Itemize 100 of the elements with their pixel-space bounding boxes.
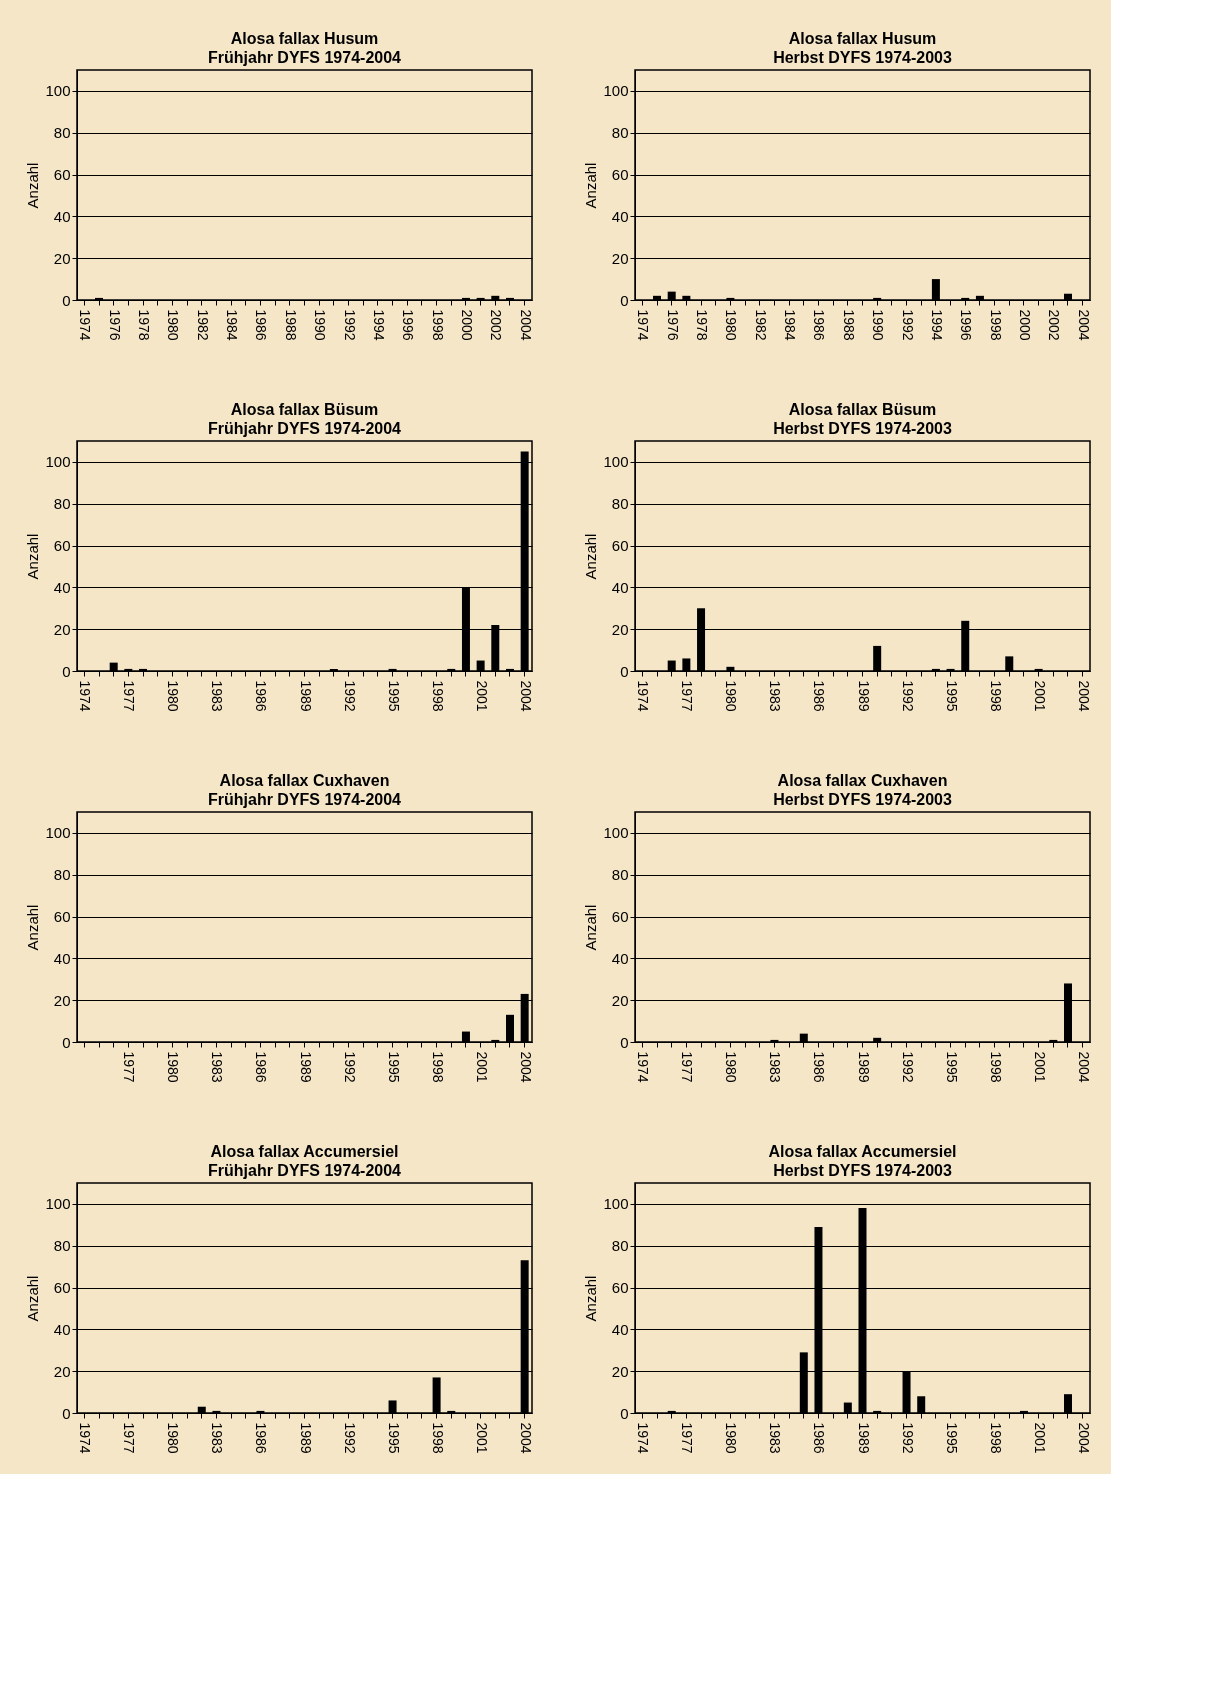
chart-title: Alosa fallax Büsum [230, 401, 379, 418]
x-tick-label: 1998 [429, 309, 446, 341]
x-tick-label: 1977 [121, 1422, 138, 1454]
x-tick-label: 1980 [723, 680, 740, 712]
y-axis-title: Anzahl [582, 162, 600, 209]
x-tick-label: 2004 [1075, 1051, 1092, 1083]
y-tick-label: 60 [53, 1279, 71, 1297]
x-tick-label: 1986 [253, 1051, 270, 1083]
y-tick-label: 40 [611, 207, 629, 225]
y-axis-title: Anzahl [582, 533, 600, 580]
x-tick-label: 2004 [1075, 309, 1092, 341]
y-tick-label: 40 [53, 949, 71, 967]
x-tick-label: 1974 [77, 1422, 94, 1454]
x-tick-label: 1998 [429, 1422, 446, 1454]
x-tick-label: 1996 [958, 309, 975, 341]
x-tick-label: 1976 [106, 309, 123, 341]
chart-title: Alosa fallax Husum [788, 30, 937, 47]
y-tick-label: 60 [611, 908, 629, 926]
chart-subtitle: Frühjahr DYFS 1974-2004 [208, 420, 402, 437]
x-tick-label: 1986 [811, 309, 828, 341]
x-tick-label: 1998 [987, 680, 1004, 712]
chart-subtitle: Herbst DYFS 1974-2003 [773, 791, 952, 808]
x-tick-label: 1978 [136, 309, 153, 341]
x-tick-label: 2000 [1016, 309, 1033, 341]
y-tick-label: 40 [53, 207, 71, 225]
x-tick-label: 1996 [400, 309, 417, 341]
x-tick-label: 1978 [694, 309, 711, 341]
chart-subtitle: Frühjahr DYFS 1974-2004 [208, 1162, 402, 1179]
x-tick-label: 2001 [473, 680, 490, 712]
y-axis-title: Anzahl [24, 162, 42, 209]
y-tick-label: 40 [611, 1320, 629, 1338]
y-tick-label: 80 [53, 1237, 71, 1255]
x-tick-label: 1989 [297, 1051, 314, 1083]
x-tick-label: 1992 [899, 309, 916, 341]
x-tick-label: 1995 [385, 1051, 402, 1083]
chart-title: Alosa fallax Cuxhaven [777, 772, 948, 789]
x-tick-label: 1988 [282, 309, 299, 341]
x-tick-label: 1998 [429, 680, 446, 712]
x-tick-label: 1989 [297, 680, 314, 712]
x-tick-label: 1992 [341, 680, 358, 712]
x-tick-label: 2004 [517, 680, 534, 712]
y-tick-label: 20 [53, 249, 71, 267]
y-tick-label: 100 [45, 82, 71, 100]
y-tick-label: 0 [620, 291, 629, 309]
x-tick-label: 1992 [899, 1422, 916, 1454]
x-tick-label: 1974 [635, 1422, 652, 1454]
x-tick-label: 1980 [165, 1051, 182, 1083]
x-tick-label: 1983 [767, 680, 784, 712]
x-tick-label: 1998 [987, 1051, 1004, 1083]
x-tick-label: 1990 [870, 309, 887, 341]
x-tick-label: 2001 [1031, 1051, 1048, 1083]
x-tick-label: 1983 [767, 1051, 784, 1083]
x-tick-label: 1994 [928, 309, 945, 341]
x-tick-label: 1995 [943, 1051, 960, 1083]
x-tick-label: 1980 [165, 309, 182, 341]
x-tick-label: 1983 [209, 1051, 226, 1083]
x-tick-label: 1989 [297, 1422, 314, 1454]
chart-title: Alosa fallax Cuxhaven [219, 772, 390, 789]
y-tick-label: 40 [611, 578, 629, 596]
x-tick-label: 1980 [723, 1422, 740, 1454]
y-tick-label: 80 [611, 866, 629, 884]
x-tick-label: 1994 [370, 309, 387, 341]
x-tick-label: 1980 [165, 1422, 182, 1454]
x-tick-label: 1980 [723, 309, 740, 341]
y-tick-label: 20 [53, 1362, 71, 1380]
chart-title: Alosa fallax Accumersiel [210, 1143, 399, 1160]
x-tick-label: 1989 [855, 680, 872, 712]
x-tick-label: 2001 [473, 1051, 490, 1083]
x-tick-label: 2004 [1075, 680, 1092, 712]
x-tick-label: 1982 [752, 309, 769, 341]
y-tick-label: 40 [53, 578, 71, 596]
x-tick-label: 1990 [312, 309, 329, 341]
x-tick-label: 1995 [385, 1422, 402, 1454]
y-axis-title: Anzahl [24, 533, 42, 580]
y-tick-label: 80 [611, 495, 629, 513]
y-tick-label: 20 [611, 249, 629, 267]
x-tick-label: 2001 [473, 1422, 490, 1454]
y-tick-label: 80 [53, 866, 71, 884]
x-tick-label: 1974 [635, 680, 652, 712]
x-tick-label: 1982 [194, 309, 211, 341]
y-tick-label: 100 [603, 453, 629, 471]
chart-title: Alosa fallax Büsum [788, 401, 937, 418]
y-tick-label: 100 [603, 1195, 629, 1213]
x-tick-label: 2002 [1046, 309, 1063, 341]
x-tick-label: 1980 [165, 680, 182, 712]
x-tick-label: 1998 [429, 1051, 446, 1083]
x-tick-label: 2004 [517, 1422, 534, 1454]
x-tick-label: 1995 [943, 1422, 960, 1454]
x-tick-label: 1977 [121, 1051, 138, 1083]
y-tick-label: 20 [611, 991, 629, 1009]
y-tick-label: 0 [620, 662, 629, 680]
y-tick-label: 80 [53, 124, 71, 142]
x-tick-label: 1986 [811, 680, 828, 712]
y-axis-title: Anzahl [582, 1275, 600, 1322]
x-tick-label: 1977 [679, 1051, 696, 1083]
y-tick-label: 0 [62, 1404, 71, 1422]
x-tick-label: 2004 [1075, 1422, 1092, 1454]
x-tick-label: 1983 [209, 680, 226, 712]
x-tick-label: 1992 [899, 680, 916, 712]
chart-subtitle: Herbst DYFS 1974-2003 [773, 1162, 952, 1179]
